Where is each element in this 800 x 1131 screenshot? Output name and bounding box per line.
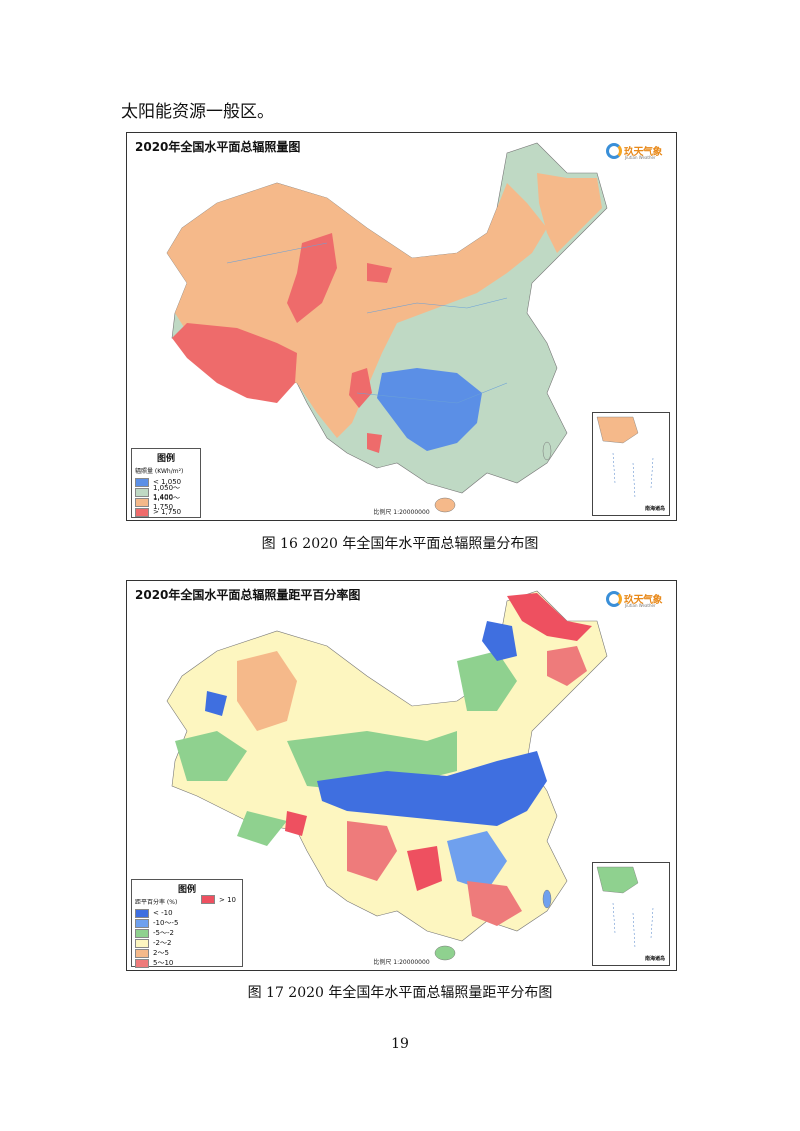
legend-item: > 10 xyxy=(201,895,236,904)
map-legend: 图例 辐照量 (KWh/m²) < 1,050 1,050～1,400 1,400～… xyxy=(131,448,201,518)
legend-label: 1,400～1,750 xyxy=(152,494,181,511)
china-anomaly-regions xyxy=(166,590,608,961)
logo-text: 玖天气象 xyxy=(624,595,663,606)
legend-item: -10～-5 xyxy=(135,918,242,928)
legend-item: -5～-2 xyxy=(135,928,242,938)
legend-title: 图例 xyxy=(156,454,175,464)
intro-paragraph: 太阳能资源一般区。 xyxy=(121,102,274,122)
legend-subtitle: 辐照量 (KWh/m²) xyxy=(135,468,184,475)
legend-item: > 1,750 xyxy=(135,507,200,517)
legend-swatch xyxy=(135,487,149,497)
legend-title: 图例 xyxy=(177,885,196,895)
inset-map xyxy=(596,866,654,949)
legend-swatch xyxy=(135,507,149,517)
china-irradiance-regions xyxy=(166,142,608,513)
map-legend: 图例 距平百分率 (%) < -10 -10～-5 -5～-2 -2～2 2～5 5～10… xyxy=(131,879,243,968)
legend-swatch xyxy=(135,918,149,928)
legend-swatch xyxy=(201,895,215,904)
page-number: 19 xyxy=(391,1036,409,1052)
legend-swatch xyxy=(135,477,149,487)
legend-item: 2～5 xyxy=(135,948,242,958)
legend-swatch xyxy=(135,948,149,958)
south-china-sea-inset: 南海诸岛 xyxy=(592,862,670,966)
legend-label: 1,050～1,400 xyxy=(152,484,181,501)
south-china-sea-inset: 南海诸岛 xyxy=(592,412,670,516)
legend-label: > 1,750 xyxy=(153,508,182,516)
logo-ring-icon xyxy=(606,143,622,159)
logo-subtext: Jiutian Weather xyxy=(625,155,656,160)
inset-label: 南海诸岛 xyxy=(644,956,665,962)
legend-label: -5～-2 xyxy=(153,929,174,937)
legend-label: > 10 xyxy=(219,895,236,904)
legend-swatch xyxy=(135,908,149,918)
inset-map xyxy=(596,416,654,499)
legend-item: < -10 xyxy=(135,908,242,918)
irradiance-map: 2020年全国水平面总辐照量图 玖天气象 Jiutian Weather 图例 … xyxy=(126,132,677,521)
figure-16-caption: 图 16 2020 年全国年水平面总辐照量分布图 xyxy=(261,536,539,552)
legend-item: -2～2 xyxy=(135,938,242,948)
legend-swatch xyxy=(135,497,149,507)
inset-label: 南海诸岛 xyxy=(644,506,665,512)
legend-item: 1,400～1,750 xyxy=(135,494,200,511)
legend-item: < 1,050 xyxy=(135,477,200,487)
logo-subtext: Jiutian Weather xyxy=(625,603,656,608)
irradiance-anomaly-map: 2020年全国水平面总辐照量距平百分率图 玖天气象 Jiutian Weathe… xyxy=(126,580,677,971)
legend-label: 5～10 xyxy=(153,959,174,967)
legend-item: 5～10 xyxy=(135,958,242,968)
map-scale: 比例尺 1:20000000 xyxy=(373,959,430,966)
legend-swatch xyxy=(135,938,149,948)
logo-text: 玖天气象 xyxy=(624,147,663,158)
logo-ring-icon xyxy=(606,591,622,607)
weather-logo: 玖天气象 Jiutian Weather xyxy=(606,141,668,163)
legend-item: 1,050～1,400 xyxy=(135,484,200,501)
legend-label: < -10 xyxy=(153,909,173,917)
legend-swatch xyxy=(135,928,149,938)
figure-17-caption: 图 17 2020 年全国年水平面总辐照量距平分布图 xyxy=(247,985,553,1001)
legend-label: -10～-5 xyxy=(153,919,179,927)
weather-logo: 玖天气象 Jiutian Weather xyxy=(606,589,668,611)
legend-subtitle: 距平百分率 (%) xyxy=(135,899,178,906)
legend-label: < 1,050 xyxy=(153,478,182,486)
map-scale: 比例尺 1:20000000 xyxy=(373,509,430,516)
legend-label: -2～2 xyxy=(153,939,172,947)
map-title: 2020年全国水平面总辐照量距平百分率图 xyxy=(135,588,361,602)
legend-label: 2～5 xyxy=(153,949,169,957)
legend-swatch xyxy=(135,958,149,968)
map-title: 2020年全国水平面总辐照量图 xyxy=(135,140,301,154)
